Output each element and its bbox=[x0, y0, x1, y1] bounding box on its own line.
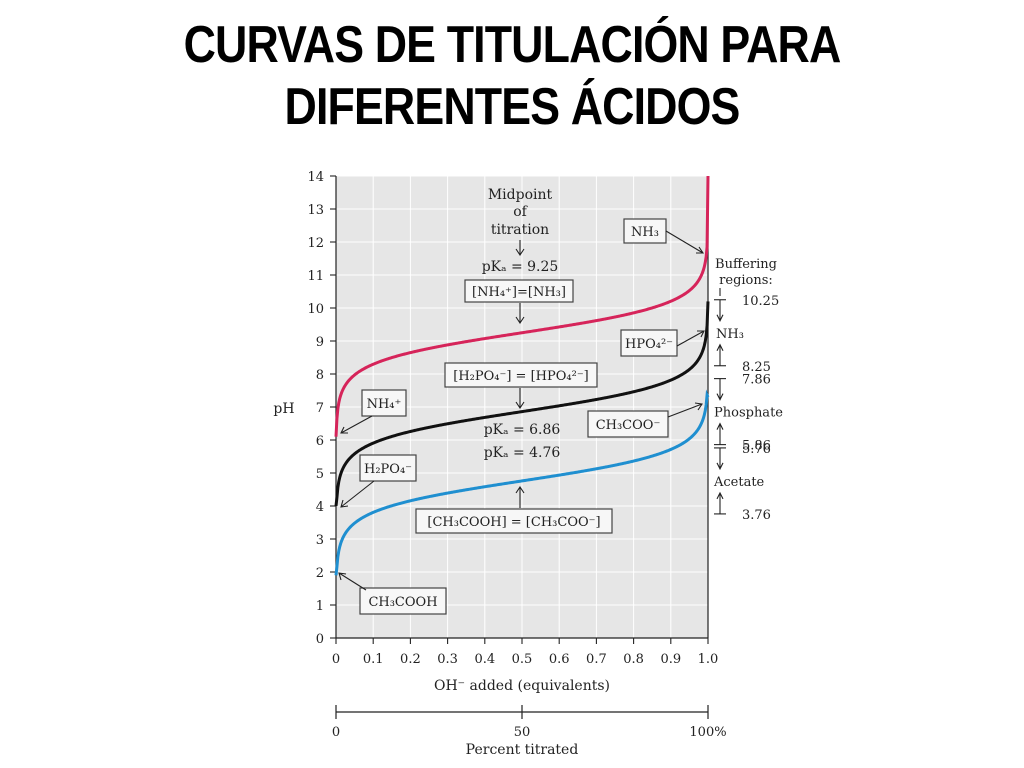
x-tick-label: 0.3 bbox=[437, 652, 458, 667]
ch3cooh-arrow bbox=[338, 572, 367, 591]
midpoint-label-2: of bbox=[513, 204, 528, 220]
x-tick-label: 0.6 bbox=[549, 652, 570, 667]
hpo4-label: HPO₄²⁻ bbox=[625, 337, 673, 352]
y-tick-label: 4 bbox=[316, 500, 324, 515]
x-axis-label: OH⁻ added (equivalents) bbox=[434, 678, 610, 694]
buffering-title-1: Buffering bbox=[715, 257, 777, 272]
eq-nh-arrow bbox=[515, 303, 525, 324]
ch3coo-arrow bbox=[667, 402, 703, 418]
y-tick-label: 0 bbox=[316, 632, 324, 647]
pka-po-label: pKₐ = 6.86 bbox=[484, 422, 561, 438]
title-line-2: DIFERENTES ÁCIDOS bbox=[284, 78, 741, 136]
buffer-arrow-down bbox=[716, 299, 724, 322]
pka-ac-label: pKₐ = 4.76 bbox=[484, 445, 561, 461]
buffer-value-high: 5.76 bbox=[742, 442, 771, 457]
buffer-value-low: 8.25 bbox=[742, 360, 771, 375]
ch3cooh-box bbox=[359, 587, 447, 615]
curves bbox=[334, 175, 710, 576]
buffer-value-low: 3.76 bbox=[742, 508, 771, 523]
nh3-label: NH₃ bbox=[631, 225, 659, 240]
eq-ac-label: [CH₃COOH] = [CH₃COO⁻] bbox=[427, 515, 600, 530]
y-tick-label: 8 bbox=[316, 368, 324, 383]
y-tick-label: 1 bbox=[316, 599, 324, 614]
buffer-value-high: 10.25 bbox=[742, 294, 779, 309]
percent-axis-label: Percent titrated bbox=[466, 742, 579, 758]
curve-ch3cooh bbox=[334, 389, 710, 576]
title-line-1: CURVAS DE TITULACIÓN PARA bbox=[183, 16, 842, 74]
eq-nh-label: [NH₄⁺]=[NH₃] bbox=[472, 285, 566, 300]
y-tick-label: 3 bbox=[316, 533, 324, 548]
y-tick-label: 14 bbox=[307, 170, 324, 185]
nh4-arrow bbox=[340, 415, 373, 434]
ch3coo-label: CH₃COO⁻ bbox=[596, 418, 661, 433]
percent-tick-label-0: 0 bbox=[332, 725, 340, 740]
nh3-box bbox=[623, 218, 667, 244]
x-tick-label: 1.0 bbox=[698, 652, 719, 667]
buffer-value-high: 7.86 bbox=[742, 373, 771, 388]
y-tick-label: 7 bbox=[316, 401, 324, 416]
buffer-arrow-up bbox=[716, 422, 724, 445]
y-tick-label: 2 bbox=[316, 566, 324, 581]
y-axis-label: pH bbox=[273, 401, 294, 417]
curve-nh4 bbox=[334, 175, 710, 437]
y-tick-label: 12 bbox=[307, 236, 324, 251]
buffer-arrow-up bbox=[716, 343, 724, 366]
hpo4-box bbox=[620, 329, 678, 357]
buffer-value-low: 5.86 bbox=[742, 439, 771, 454]
page-title: CURVAS DE TITULACIÓN PARA DIFERENTES ÁCI… bbox=[72, 14, 953, 138]
midpoint-arrow bbox=[515, 240, 525, 256]
ch3cooh-label: CH₃COOH bbox=[368, 595, 437, 610]
midpoint-label-3: titration bbox=[491, 222, 549, 238]
y-tick-label: 11 bbox=[307, 269, 324, 284]
x-tick-label: 0.8 bbox=[623, 652, 644, 667]
midpoint-label-1: Midpoint bbox=[488, 187, 553, 203]
buffer-region-name: Acetate bbox=[713, 475, 765, 490]
x-tick-label: 0.7 bbox=[586, 652, 607, 667]
eq-po-arrow bbox=[515, 388, 525, 409]
y-tick-label: 5 bbox=[316, 467, 324, 482]
ch3coo-box bbox=[587, 410, 669, 438]
buffer-arrow-down bbox=[716, 447, 724, 471]
curve-h2po4 bbox=[334, 301, 710, 507]
nh3-arrow bbox=[665, 230, 705, 254]
grid-lines bbox=[336, 175, 708, 638]
nh4-label: NH₄⁺ bbox=[367, 397, 402, 412]
x-tick-label: 0.5 bbox=[512, 652, 533, 667]
hpo4-arrow bbox=[676, 330, 705, 347]
y-tick-label: 6 bbox=[316, 434, 324, 449]
h2po4-arrow bbox=[340, 480, 375, 508]
buffering-title-2: regions: bbox=[719, 273, 773, 288]
x-ticks: 0 0.1 0.2 0.3 0.4 0.5 0.6 0.7 0.8 0.9 1.0 bbox=[332, 638, 718, 667]
h2po4-label: H₂PO₄⁻ bbox=[364, 462, 412, 477]
y-tick-label: 9 bbox=[316, 335, 324, 350]
buffering-regions: NH₃ 10.25 8.25 Phosphate 7.86 5.86 Acetate 5.76… bbox=[713, 288, 783, 523]
eq-po-box bbox=[444, 362, 598, 388]
buffer-region-name: Phosphate bbox=[714, 406, 783, 421]
x-tick-label: 0.9 bbox=[660, 652, 681, 667]
percent-tick-label-100: 100% bbox=[689, 725, 726, 740]
buffer-arrow-down bbox=[716, 378, 724, 401]
x-tick-label: 0 bbox=[332, 652, 340, 667]
eq-ac-box bbox=[415, 508, 613, 534]
x-tick-label: 0.4 bbox=[474, 652, 495, 667]
percent-tick-label-50: 50 bbox=[514, 725, 531, 740]
pka-nh-label: pKₐ = 9.25 bbox=[482, 259, 559, 275]
eq-po-label: [H₂PO₄⁻] = [HPO₄²⁻] bbox=[453, 369, 589, 384]
y-tick-label: 13 bbox=[307, 203, 324, 218]
eq-nh-box bbox=[464, 279, 574, 303]
eq-ac-arrow bbox=[515, 486, 525, 508]
buffer-region-name: NH₃ bbox=[716, 327, 744, 342]
nh4-box bbox=[361, 389, 407, 417]
buffer-arrow-up bbox=[716, 491, 724, 514]
x-tick-label: 0.2 bbox=[400, 652, 421, 667]
x-tick-label: 0.1 bbox=[363, 652, 384, 667]
h2po4-box bbox=[359, 454, 417, 482]
y-tick-label: 10 bbox=[307, 302, 324, 317]
